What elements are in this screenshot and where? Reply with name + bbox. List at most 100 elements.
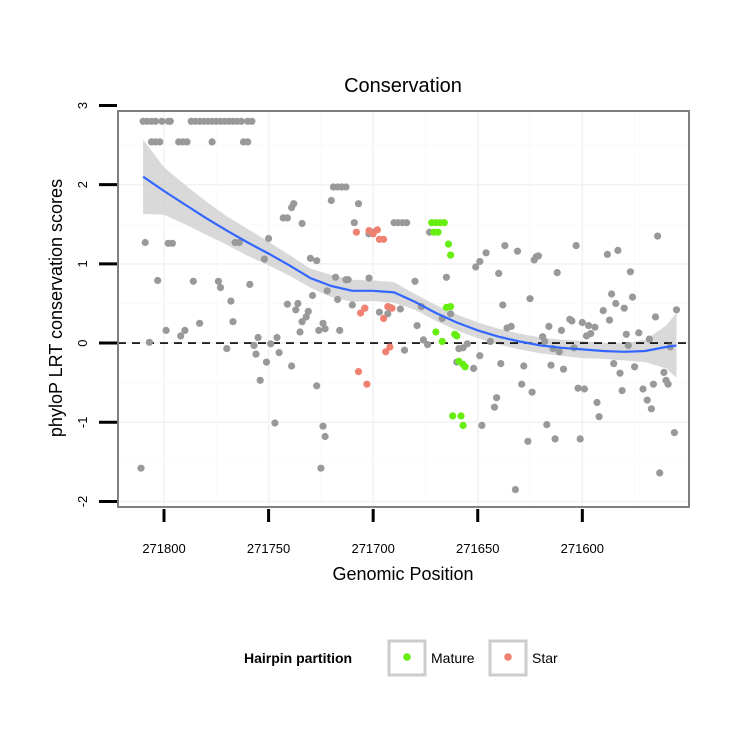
data-point — [137, 464, 145, 472]
data-point — [543, 421, 551, 429]
data-point — [323, 287, 331, 295]
data-point — [246, 280, 254, 288]
data-point — [254, 333, 262, 342]
data-point — [189, 277, 197, 285]
data-point — [568, 317, 576, 325]
data-point — [501, 242, 509, 250]
data-point — [660, 368, 668, 376]
data-point — [605, 316, 614, 324]
data-point — [250, 341, 258, 349]
data-point — [348, 301, 356, 309]
scatter-points-layer — [137, 117, 681, 494]
data-point — [302, 313, 310, 321]
data-point — [649, 380, 658, 388]
data-point — [461, 363, 469, 371]
data-point — [486, 337, 494, 346]
data-point — [470, 364, 478, 372]
x-tick-label: 271600 — [561, 541, 604, 556]
data-point — [357, 309, 365, 317]
data-point — [419, 336, 427, 344]
data-point — [352, 228, 360, 236]
data-point — [375, 308, 383, 316]
data-point — [158, 117, 166, 125]
data-point — [541, 337, 549, 346]
data-point — [472, 263, 480, 271]
data-point — [244, 117, 252, 125]
data-point — [265, 234, 273, 243]
x-axis-label: Genomic Position — [332, 564, 473, 584]
x-tick-label: 271750 — [247, 541, 290, 556]
data-point — [595, 413, 603, 421]
y-tick-label: -2 — [75, 496, 90, 508]
legend-label-star: Star — [532, 650, 558, 666]
data-point — [647, 405, 656, 413]
data-point — [336, 326, 344, 334]
data-point — [645, 335, 653, 343]
data-point — [626, 268, 635, 276]
data-point — [528, 388, 536, 396]
data-point — [587, 330, 595, 338]
data-point — [183, 138, 191, 146]
confidence-band-layer — [143, 139, 677, 378]
data-point — [271, 419, 279, 427]
data-point — [654, 232, 662, 240]
data-point — [308, 291, 317, 300]
data-point — [262, 358, 271, 366]
data-point — [628, 293, 637, 301]
data-point — [555, 348, 563, 356]
legend-key-star — [504, 653, 512, 661]
series-mature — [428, 219, 469, 429]
data-point — [612, 299, 620, 308]
data-point — [616, 369, 624, 377]
data-point — [463, 340, 471, 348]
data-point — [331, 273, 340, 281]
data-point — [388, 304, 396, 312]
x-axis: 271800 271750 271700 271650 271600 — [142, 509, 604, 556]
data-point — [400, 346, 409, 354]
data-point — [578, 318, 586, 327]
data-point — [585, 322, 593, 330]
data-point — [235, 238, 243, 247]
series-star — [352, 226, 396, 388]
data-point — [672, 306, 681, 314]
data-point — [380, 235, 388, 243]
data-point — [292, 306, 300, 314]
data-point — [453, 332, 461, 340]
data-point — [444, 240, 453, 248]
x-tick-label: 271800 — [142, 541, 185, 556]
data-point — [449, 412, 457, 420]
data-point — [442, 273, 450, 281]
data-point — [294, 299, 302, 308]
data-point — [141, 238, 149, 247]
data-point — [507, 322, 515, 330]
data-point — [520, 362, 528, 370]
plot-panel — [117, 110, 690, 508]
data-point — [334, 295, 342, 304]
data-point — [639, 385, 647, 393]
data-point — [635, 329, 643, 337]
data-point — [267, 340, 275, 348]
data-point — [656, 469, 664, 477]
data-point — [321, 432, 329, 441]
data-point — [572, 242, 580, 250]
data-point — [413, 322, 421, 330]
data-point — [196, 319, 204, 327]
data-point — [354, 368, 363, 376]
data-point — [651, 313, 660, 321]
data-point — [252, 350, 260, 358]
data-point — [478, 421, 486, 429]
data-point — [580, 385, 589, 393]
data-point — [145, 338, 153, 346]
data-point — [177, 332, 185, 340]
data-point — [321, 325, 329, 333]
data-point — [315, 326, 323, 334]
data-point — [260, 255, 268, 263]
data-point — [319, 319, 327, 327]
data-point — [493, 394, 501, 402]
data-point — [380, 314, 388, 323]
data-point — [513, 247, 522, 255]
data-point — [603, 250, 612, 258]
data-point — [296, 328, 304, 336]
data-point — [181, 326, 189, 334]
